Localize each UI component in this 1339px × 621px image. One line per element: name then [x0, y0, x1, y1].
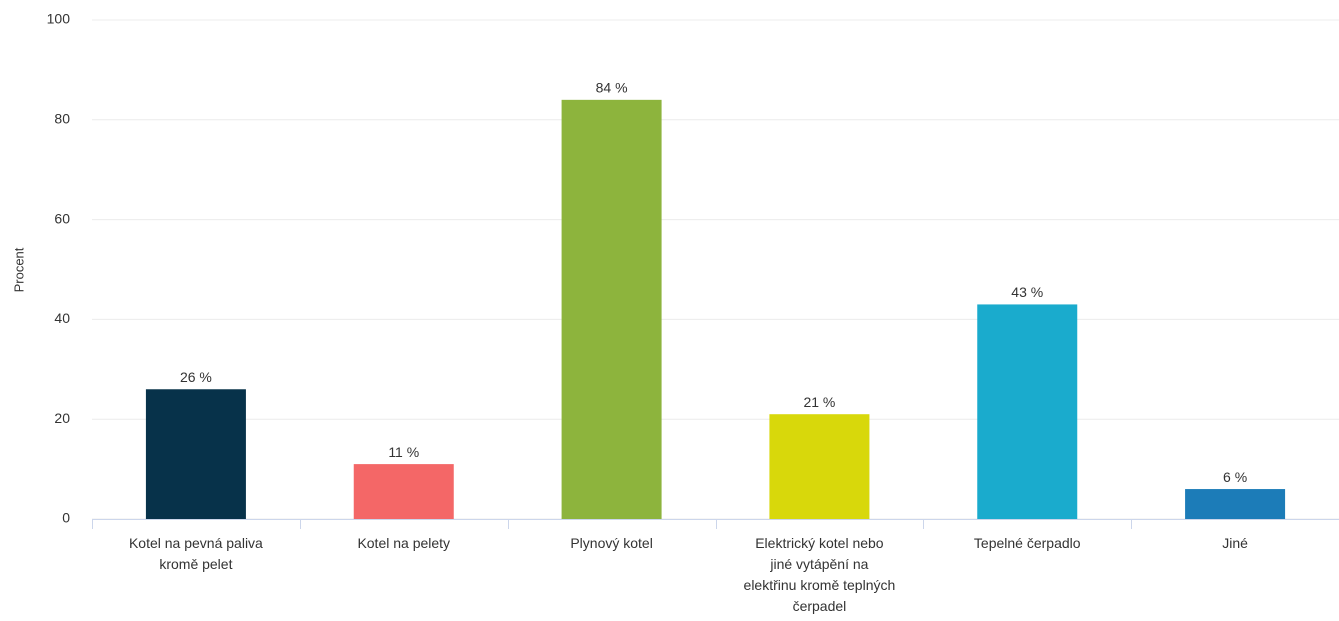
- bar: [1185, 489, 1286, 519]
- y-tick-label: 100: [47, 11, 71, 27]
- value-label: 43 %: [1011, 284, 1043, 300]
- y-tick-label: 60: [54, 210, 70, 226]
- bar: [769, 414, 870, 519]
- x-tick-label: Kotel na pelety: [357, 535, 450, 551]
- bar: [353, 464, 454, 519]
- x-tick-label: Tepelné čerpadlo: [974, 535, 1081, 551]
- x-tick-label: Jiné: [1222, 535, 1248, 551]
- value-label: 84 %: [596, 80, 628, 96]
- x-tick-label: Kotel na pevná paliva kromě pelet: [129, 535, 263, 572]
- y-tick-label: 40: [54, 310, 70, 326]
- x-tick-label: Plynový kotel: [570, 535, 652, 551]
- bar: [977, 304, 1078, 519]
- value-label: 6 %: [1223, 469, 1247, 485]
- y-tick-label: 80: [54, 111, 70, 127]
- value-label: 21 %: [803, 394, 835, 410]
- y-tick-label: 0: [62, 510, 70, 526]
- y-axis-label: Procent: [11, 247, 26, 292]
- value-label: 26 %: [180, 369, 212, 385]
- y-tick-label: 20: [54, 410, 70, 426]
- x-tick-label: Elektrický kotel nebo jiné vytápění na ele…: [744, 535, 896, 614]
- bar: [561, 99, 662, 519]
- value-label: 11 %: [388, 444, 419, 460]
- bar: [145, 389, 246, 519]
